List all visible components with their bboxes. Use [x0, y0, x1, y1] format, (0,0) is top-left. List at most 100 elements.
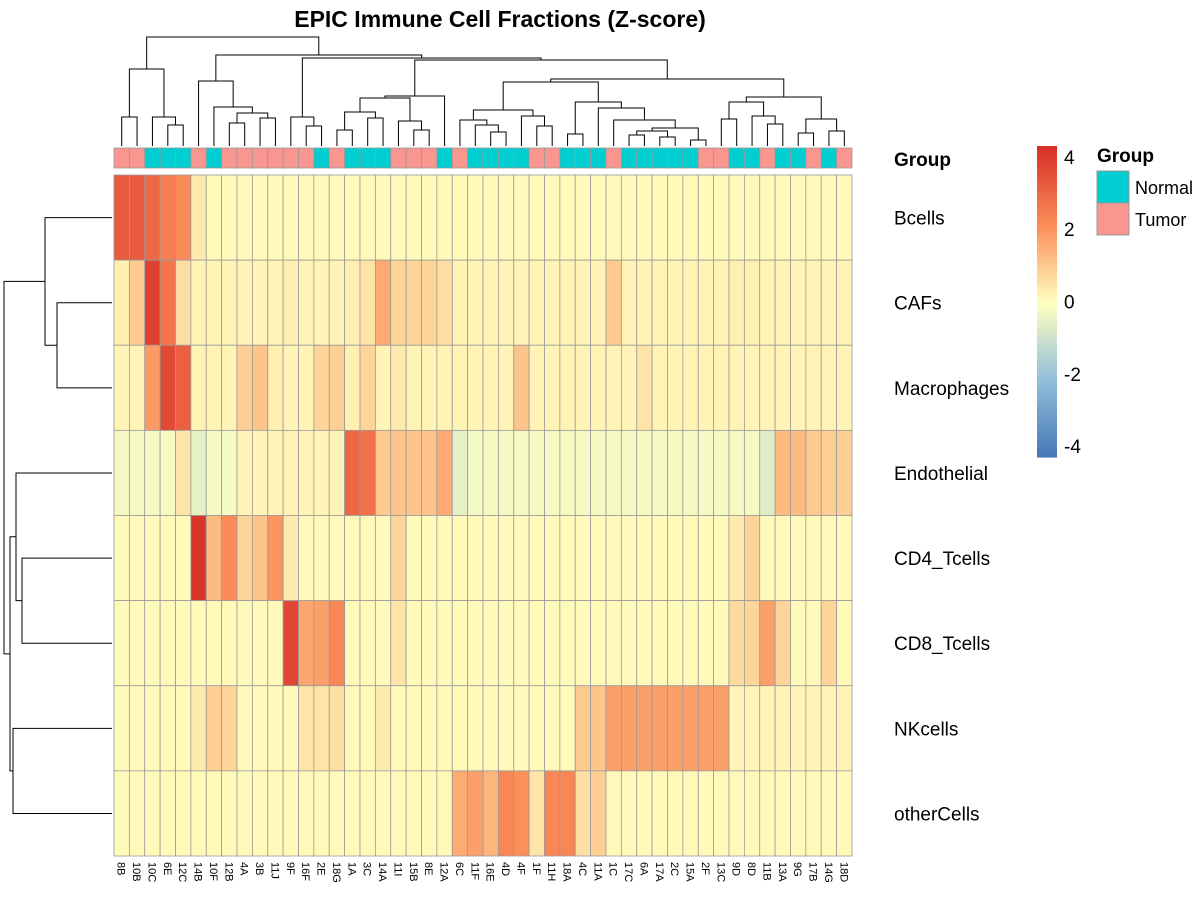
dendrogram-branch: [15, 472, 112, 602]
color-scale-tick-label: 2: [1064, 220, 1075, 241]
heatmap-cell: [513, 685, 530, 772]
heatmap-cell: [436, 515, 453, 602]
color-scale-segment: [1037, 279, 1057, 284]
heatmap-cell: [467, 770, 484, 857]
dendrogram-branch: [751, 115, 776, 146]
heatmap-cell: [590, 600, 607, 687]
heatmap-cell: [805, 174, 822, 261]
heatmap-cell: [436, 259, 453, 346]
heatmap-cell: [559, 685, 576, 772]
color-scale-segment: [1037, 432, 1057, 436]
color-scale-segment: [1037, 363, 1057, 368]
heatmap-cell: [482, 600, 499, 687]
dendrogram-branch: [344, 111, 376, 130]
color-scale-segment: [1037, 429, 1057, 433]
heatmap-cell: [344, 600, 361, 687]
heatmap-cell: [820, 259, 838, 346]
heatmap-cell: [759, 259, 776, 346]
column-labels: 8B 10B 10C 6E 12C 14B 10F 12B 4A 3B 11J 9F 16F 2E 18G 1…: [115, 862, 850, 883]
heatmap-cell: [713, 515, 730, 602]
heatmap-cell: [221, 174, 238, 261]
color-scale-segment: [1037, 170, 1057, 175]
heatmap-cell: [359, 600, 376, 687]
heatmap-cell: [298, 174, 315, 261]
heatmap-cell: [159, 344, 176, 431]
heatmap-cell: [374, 770, 392, 857]
heatmap-cell: [759, 515, 776, 602]
heatmap-cell: [636, 600, 653, 687]
color-scale-segment: [1037, 226, 1057, 231]
heatmap-cell: [836, 515, 853, 602]
heatmap-cell: [820, 429, 838, 516]
column-label: 2E: [315, 862, 327, 875]
color-scale-segment: [1037, 338, 1057, 343]
color-scale-segment: [1037, 223, 1057, 228]
heatmap-cell: [175, 344, 192, 431]
heatmap-cell: [436, 685, 453, 772]
heatmap-cell: [251, 174, 269, 261]
heatmap-cell: [667, 344, 684, 431]
heatmap-cell: [313, 515, 330, 602]
color-scale-segment: [1037, 413, 1057, 418]
heatmap-cell: [667, 770, 684, 857]
legend-label: Normal: [1135, 178, 1193, 198]
heatmap-cell: [328, 600, 346, 687]
heatmap-cell: [128, 600, 146, 687]
column-label: 4A: [238, 862, 250, 876]
group-annotation-cell: [682, 147, 699, 169]
group-annotation-cell: [451, 147, 469, 169]
heatmap-cell: [251, 770, 269, 857]
heatmap-cell: [328, 770, 346, 857]
heatmap-cell: [651, 600, 668, 687]
heatmap-cell: [298, 429, 315, 516]
heatmap-cell: [451, 685, 469, 772]
heatmap-cell: [467, 515, 484, 602]
heatmap-cell: [759, 600, 776, 687]
dendrogram-branch: [305, 125, 323, 146]
group-annotation-cell: [144, 147, 161, 169]
heatmap-cell: [298, 259, 315, 346]
heatmap-cell: [774, 429, 791, 516]
color-scale-segment: [1037, 438, 1057, 443]
color-scale-segment: [1037, 289, 1057, 293]
heatmap-cell: [620, 174, 638, 261]
heatmap-cell: [513, 174, 530, 261]
color-scale-segment: [1037, 261, 1057, 265]
row-dendrogram: [3, 217, 112, 814]
group-annotation-cell: [267, 147, 284, 169]
heatmap-cell: [113, 515, 130, 602]
heatmap-cell: [605, 344, 622, 431]
heatmap-cell: [620, 770, 638, 857]
color-scale-segment: [1037, 254, 1057, 259]
heatmap-cell: [144, 174, 161, 261]
heatmap-cell: [836, 259, 853, 346]
heatmap-cell: [159, 515, 176, 602]
color-scale-legend: 4 2 0 -2 -4: [1037, 146, 1081, 458]
heatmap-cell: [682, 600, 699, 687]
column-label: 10C: [145, 862, 157, 882]
heatmap-cell: [359, 174, 376, 261]
color-scale-segment: [1037, 313, 1057, 318]
heatmap-cell: [759, 344, 776, 431]
row-label: NKcells: [894, 719, 958, 740]
color-scale-segment: [1037, 158, 1057, 163]
heatmap-cell: [190, 429, 207, 516]
heatmap-cell: [390, 429, 407, 516]
heatmap-cell: [605, 429, 622, 516]
heatmap-cell: [282, 259, 299, 346]
heatmap-cell: [390, 174, 407, 261]
column-label: 11B: [760, 862, 772, 881]
color-scale-segment: [1037, 270, 1057, 275]
heatmap-cell: [559, 429, 576, 516]
heatmap-cell: [344, 344, 361, 431]
column-label: 18G: [330, 862, 342, 883]
group-annotation-cell: [374, 147, 392, 169]
dendrogram-branch: [636, 130, 668, 137]
group-annotation-cell: [344, 147, 361, 169]
dendrogram-branch: [167, 124, 184, 146]
dendrogram-branch: [290, 116, 315, 146]
heatmap-cell: [697, 600, 715, 687]
column-label: 1A: [345, 862, 357, 876]
heatmap-cell: [728, 600, 745, 687]
heatmap-cell: [128, 344, 146, 431]
